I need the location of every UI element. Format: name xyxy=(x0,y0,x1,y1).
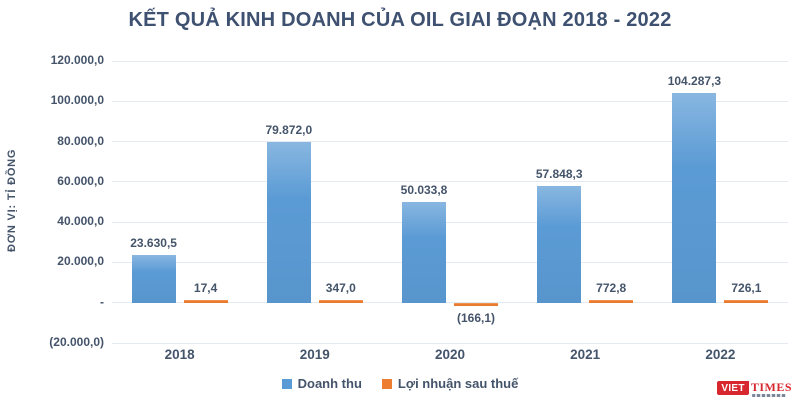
bar-doanh-thu xyxy=(672,92,717,303)
viettimes-name-block: TIMES xyxy=(750,381,792,397)
data-label: 726,1 xyxy=(731,280,762,295)
data-label: 772,8 xyxy=(596,280,627,295)
gridline xyxy=(112,302,788,304)
data-label: 23.630,5 xyxy=(130,236,177,251)
bar-loi-nhuan-sau-thue xyxy=(318,299,363,303)
y-axis-tick-label: - xyxy=(100,294,104,309)
legend-item-loi-nhuan-sau-thue: Lợi nhuận sau thuế xyxy=(381,376,519,391)
y-axis-tick-label: 120.000,0 xyxy=(50,53,104,67)
gridline xyxy=(112,181,788,183)
y-axis-tick-label: 20.000,0 xyxy=(57,254,104,269)
data-label: 50.033,8 xyxy=(400,182,448,197)
bar-doanh-thu xyxy=(131,255,176,303)
legend-label-loi-nhuan-sau-thue: Lợi nhuận sau thuế xyxy=(397,376,519,391)
y-axis-tick-label: 40.000,0 xyxy=(57,214,104,229)
bar-doanh-thu xyxy=(266,141,311,303)
legend-swatch-doanh-thu xyxy=(281,378,292,389)
x-axis-category-label: 2021 xyxy=(570,347,601,362)
data-label: 79.872,0 xyxy=(265,122,313,137)
legend-item-doanh-thu: Doanh thu xyxy=(281,376,362,391)
viettimes-logo: VIET TIMES xyxy=(717,381,792,397)
viettimes-tagline xyxy=(751,394,786,397)
bar-loi-nhuan-sau-thue xyxy=(183,299,228,303)
bar-loi-nhuan-sau-thue xyxy=(589,299,634,303)
y-axis-tick-label: (20.000,0) xyxy=(49,335,104,349)
legend-label-doanh-thu: Doanh thu xyxy=(297,376,362,391)
bar-doanh-thu xyxy=(402,201,446,303)
x-axis-category-label: 2019 xyxy=(299,347,330,362)
gridline xyxy=(112,141,788,143)
x-axis-category-label: 2022 xyxy=(705,347,736,362)
bar-doanh-thu xyxy=(537,186,582,303)
gridline xyxy=(112,100,788,102)
data-label: 17,4 xyxy=(193,280,218,295)
legend: Doanh thu Lợi nhuận sau thuế xyxy=(0,376,800,391)
gridline xyxy=(112,60,788,62)
viettimes-name: TIMES xyxy=(750,380,792,394)
x-axis-category-label: 2020 xyxy=(434,347,466,362)
data-label: (166,1) xyxy=(456,310,496,325)
gridline xyxy=(112,261,788,263)
y-axis-tick-label: 100.000,0 xyxy=(50,93,104,108)
bar-loi-nhuan-sau-thue xyxy=(454,302,498,306)
bar-loi-nhuan-sau-thue xyxy=(724,299,769,303)
data-label: 104.287,3 xyxy=(667,73,722,88)
viettimes-badge: VIET xyxy=(717,381,749,395)
data-label: 57.848,3 xyxy=(535,167,583,182)
gridline xyxy=(112,342,788,344)
y-axis-tick-label: 80.000,0 xyxy=(57,133,104,148)
x-axis-category-label: 2018 xyxy=(164,347,195,362)
legend-swatch-loi-nhuan-sau-thue xyxy=(381,378,392,389)
data-label: 347,0 xyxy=(325,280,356,295)
chart-title: KẾT QUẢ KINH DOANH CỦA OIL GIAI ĐOẠN 201… xyxy=(128,9,672,31)
gridline xyxy=(112,221,788,223)
y-axis-tick-label: 60.000,0 xyxy=(57,173,104,188)
